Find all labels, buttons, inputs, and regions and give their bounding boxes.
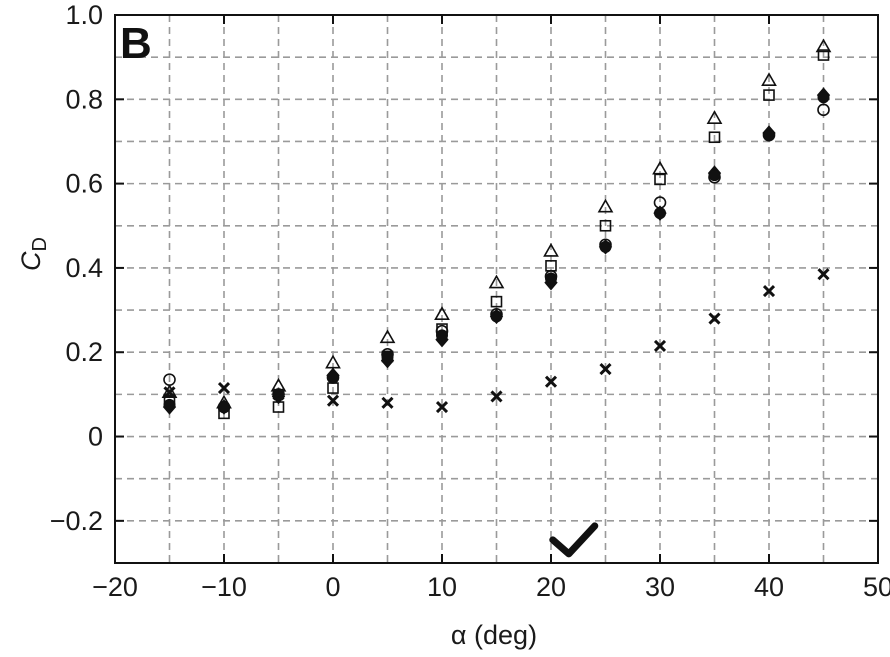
marker-x xyxy=(326,394,340,407)
marker-triangle-open xyxy=(325,354,341,369)
marker-circle-filled xyxy=(381,350,394,363)
x-tick-label: 30 xyxy=(645,572,675,602)
y-tick-label: −0.2 xyxy=(50,506,103,536)
marker-triangle-open xyxy=(543,242,559,257)
marker-circle-filled xyxy=(817,91,830,104)
marker-square-open xyxy=(490,295,503,308)
marker-x xyxy=(381,396,394,409)
marker-x xyxy=(653,339,667,352)
marker-triangle-open xyxy=(488,274,505,289)
marker-x xyxy=(490,390,503,403)
marker-circle-filled xyxy=(436,329,448,342)
x-axis-title: α (deg) xyxy=(451,620,537,650)
marker-triangle-open xyxy=(815,38,832,53)
y-axis-title-sub: D xyxy=(29,237,51,251)
x-tick-label: −10 xyxy=(201,572,247,602)
marker-x xyxy=(708,312,721,325)
marker-x xyxy=(272,388,285,401)
marker-circle-filled xyxy=(763,129,775,142)
x-tick-label: 0 xyxy=(325,572,340,602)
marker-triangle-open xyxy=(597,198,614,213)
y-tick-label: 0.2 xyxy=(65,337,103,367)
x-tick-label: 20 xyxy=(536,572,566,602)
x-tick-label: 40 xyxy=(754,572,784,602)
x-tick-label: −20 xyxy=(92,572,138,602)
y-tick-label: 0.4 xyxy=(65,253,103,283)
data-points xyxy=(161,38,832,420)
marker-square-open xyxy=(708,131,721,144)
marker-circle-filled xyxy=(490,310,503,323)
checkmark-icon xyxy=(549,522,599,558)
marker-triangle-open xyxy=(434,306,450,320)
marker-circle-filled xyxy=(654,207,666,220)
marker-x xyxy=(544,375,558,388)
plot-frame xyxy=(114,14,879,564)
marker-circle-open xyxy=(163,373,176,386)
marker-x xyxy=(599,363,612,376)
y-tick-label: 0 xyxy=(88,422,103,452)
tick-labels: −20 −10 0 10 20 30 40 50 −0.2 0 0.2 0.4 0.6 0.8 1.0 xyxy=(50,0,890,602)
y-tick-label: 1.0 xyxy=(65,0,103,30)
x-tick-label: 50 xyxy=(863,572,890,602)
y-tick-label: 0.6 xyxy=(65,169,103,199)
x-tick-label: 10 xyxy=(427,572,457,602)
marker-square-open xyxy=(654,173,666,186)
panel-label: B xyxy=(120,19,152,68)
marker-triangle-open xyxy=(161,384,178,398)
marker-circle-filled xyxy=(708,169,721,182)
marker-triangle-open xyxy=(379,329,396,344)
y-axis-title-main: C xyxy=(16,251,46,271)
marker-circle-filled xyxy=(218,401,230,414)
marker-x xyxy=(762,285,776,298)
y-axis-title: CD xyxy=(16,237,51,271)
marker-square-open xyxy=(817,49,830,61)
marker-x xyxy=(817,268,830,281)
checkmark-annotation xyxy=(549,522,599,558)
marker-x xyxy=(217,382,231,395)
marker-circle-filled xyxy=(327,371,339,384)
marker-square-open xyxy=(599,219,612,232)
marker-circle-filled xyxy=(545,272,557,285)
y-tick-label: 0.8 xyxy=(65,84,103,114)
marker-x xyxy=(435,400,449,414)
marker-x xyxy=(163,386,176,399)
marker-circle-filled xyxy=(599,240,612,253)
marker-square-open xyxy=(763,89,775,101)
grid-lines xyxy=(115,15,878,563)
marker-triangle-open xyxy=(761,72,777,87)
marker-circle-open xyxy=(817,103,830,117)
marker-circle-filled xyxy=(163,398,176,411)
marker-triangle-open xyxy=(706,110,723,124)
